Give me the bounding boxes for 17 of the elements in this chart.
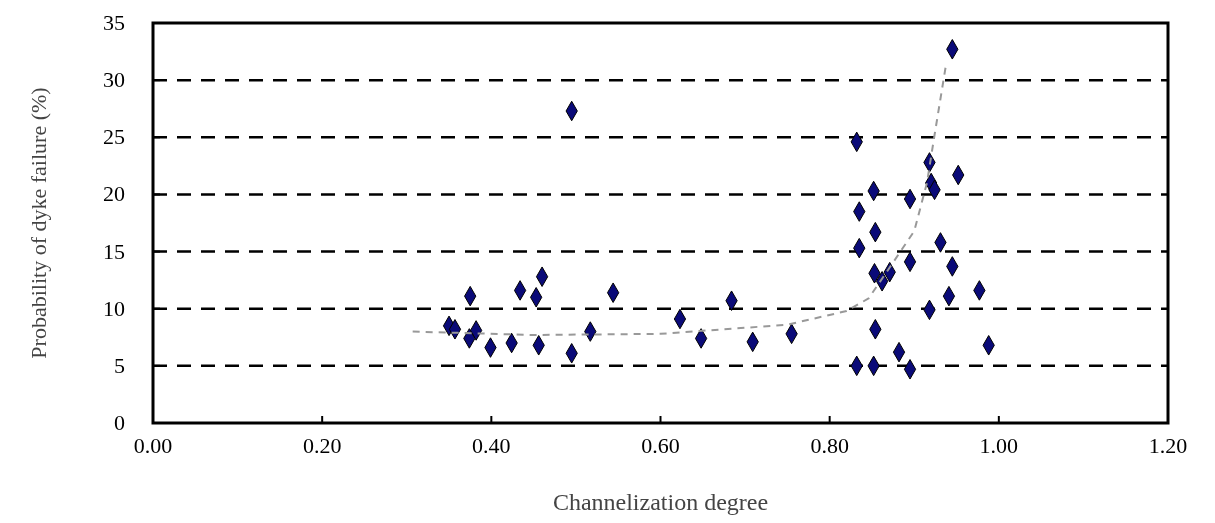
x-tick-label: 0.20: [302, 433, 342, 458]
x-axis-title: Channelization degree: [552, 489, 769, 515]
y-tick-label: 10: [103, 295, 125, 321]
x-tick-label: 0.40: [472, 433, 511, 458]
y-tick-label: 0: [114, 410, 125, 435]
y-tick-label: 35: [103, 10, 125, 35]
x-tick-label: 1.20: [1148, 433, 1188, 458]
y-tick-label: 20: [103, 181, 125, 207]
x-tick-label: 1.00: [979, 433, 1019, 458]
y-tick-label: 25: [103, 124, 125, 150]
x-tick-label: 0.80: [810, 433, 849, 458]
y-tick-label: 15: [103, 238, 125, 264]
y-tick-label: 5: [114, 352, 125, 378]
x-tick-label: 0.60: [641, 433, 680, 458]
y-axis-title: Probability of dyke failure (%): [26, 87, 51, 359]
y-tick-label: 30: [103, 67, 125, 93]
x-tick-label: 0.00: [133, 433, 173, 458]
